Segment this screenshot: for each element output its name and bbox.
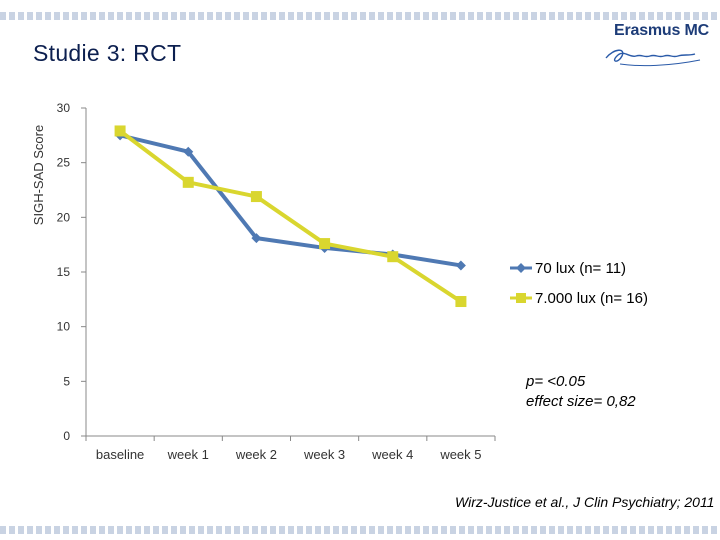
series-line-2 — [118, 129, 463, 304]
legend-label-2: 7.000 lux (n= 16) — [535, 290, 648, 307]
effect-size-text: effect size= 0,82 — [526, 393, 636, 410]
data-point-series-1 — [455, 260, 466, 271]
citation-text: Wirz-Justice et al., J Clin Psychiatry; … — [455, 494, 715, 510]
data-point-series-2 — [250, 191, 262, 203]
data-point-series-2 — [182, 176, 194, 188]
data-point-series-1 — [251, 233, 262, 244]
y-tick-label: 0 — [63, 429, 70, 443]
logo-signature-icon — [605, 49, 701, 67]
p-value-text: p= <0.05 — [526, 373, 586, 390]
series-line-1 — [119, 133, 462, 268]
data-point-series-2 — [455, 296, 467, 308]
y-tick-label: 20 — [57, 210, 71, 224]
x-tick-label: week 5 — [439, 447, 481, 462]
data-point-series-1 — [183, 146, 194, 157]
y-tick-label: 30 — [57, 101, 71, 115]
y-axis-label: SIGH-SAD Score — [31, 125, 46, 225]
x-tick-label: week 1 — [167, 447, 209, 462]
legend-marker-1 — [516, 263, 526, 273]
x-tick-label: week 4 — [371, 447, 413, 462]
bottom-decorative-bar — [0, 526, 720, 534]
slide-title: Studie 3: RCT — [33, 40, 182, 66]
y-tick-label: 25 — [57, 156, 71, 170]
erasmus-mc-logo: Erasmus MC — [600, 20, 715, 70]
data-point-series-2 — [319, 238, 331, 250]
data-point-series-2 — [114, 125, 126, 137]
legend-marker-2 — [516, 293, 526, 303]
x-tick-label: week 3 — [303, 447, 345, 462]
top-decorative-bar — [0, 12, 720, 20]
data-point-series-2 — [387, 251, 399, 263]
y-tick-label: 5 — [63, 374, 70, 388]
x-tick-label: week 2 — [235, 447, 277, 462]
y-tick-label: 10 — [57, 320, 71, 334]
statistics-annotation: p= <0.05 effect size= 0,82 — [526, 372, 636, 412]
legend-label-1: 70 lux (n= 11) — [535, 260, 626, 277]
logo-text: Erasmus MC — [614, 22, 709, 39]
x-tick-label: baseline — [96, 447, 144, 462]
y-tick-label: 15 — [57, 265, 71, 279]
